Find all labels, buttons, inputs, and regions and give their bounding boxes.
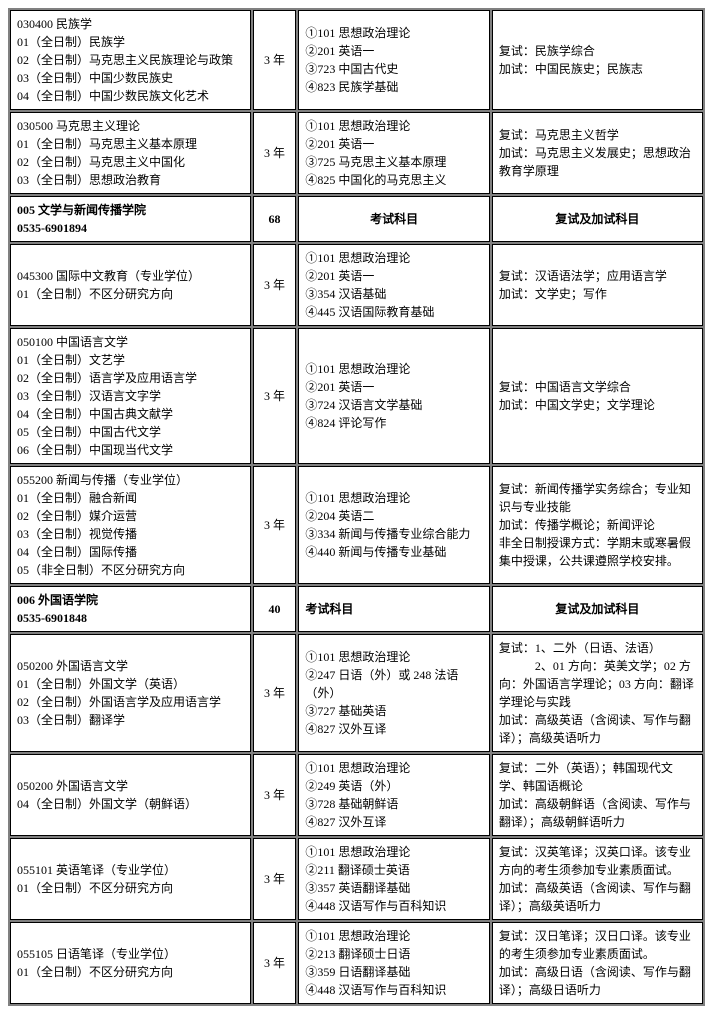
program-table: 030400 民族学01（全日制）民族学02（全日制）马克思主义民族理论与政策0…: [8, 8, 705, 1006]
exam-cell: ①101 思想政治理论②201 英语一③723 中国古代史④823 民族学基础: [298, 10, 489, 110]
program-cell: 030400 民族学01（全日制）民族学02（全日制）马克思主义民族理论与政策0…: [10, 10, 251, 110]
table-row: 050200 外国语言文学01（全日制）外国文学（英语）02（全日制）外国语言学…: [10, 634, 703, 752]
program-cell: 050200 外国语言文学04（全日制）外国文学（朝鲜语）: [10, 754, 251, 836]
table-row: 005 文学与新闻传播学院0535-690189468考试科目复试及加试科目: [10, 196, 703, 242]
exam-cell: ①101 思想政治理论②201 英语一③725 马克思主义基本原理④825 中国…: [298, 112, 489, 194]
quota-header: 68: [253, 196, 297, 242]
retest-cell: 复试：汉日笔译；汉日口译。该专业的考生须参加专业素质面试。加试：高级日语（含阅读…: [492, 922, 703, 1004]
table-row: 045300 国际中文教育（专业学位）01（全日制）不区分研究方向3 年①101…: [10, 244, 703, 326]
exam-cell: ①101 思想政治理论②247 日语（外）或 248 法语（外）③727 基础英…: [298, 634, 489, 752]
exam-cell: ①101 思想政治理论②201 英语一③724 汉语言文学基础④824 评论写作: [298, 328, 489, 464]
retest-cell: 复试：民族学综合加试：中国民族史；民族志: [492, 10, 703, 110]
quota-header: 40: [253, 586, 297, 632]
table-row: 030500 马克思主义理论01（全日制）马克思主义基本原理02（全日制）马克思…: [10, 112, 703, 194]
program-cell: 055101 英语笔译（专业学位）01（全日制）不区分研究方向: [10, 838, 251, 920]
duration-cell: 3 年: [253, 838, 297, 920]
exam-cell: ①101 思想政治理论②204 英语二③334 新闻与传播专业综合能力④440 …: [298, 466, 489, 584]
exam-cell: ①101 思想政治理论②249 英语（外）③728 基础朝鲜语④827 汉外互译: [298, 754, 489, 836]
retest-header: 复试及加试科目: [492, 196, 703, 242]
duration-cell: 3 年: [253, 754, 297, 836]
retest-header: 复试及加试科目: [492, 586, 703, 632]
program-cell: 030500 马克思主义理论01（全日制）马克思主义基本原理02（全日制）马克思…: [10, 112, 251, 194]
retest-cell: 复试：中国语言文学综合加试：中国文学史；文学理论: [492, 328, 703, 464]
duration-cell: 3 年: [253, 922, 297, 1004]
retest-cell: 复试：马克思主义哲学加试：马克思主义发展史；思想政治教育学原理: [492, 112, 703, 194]
table-row: 030400 民族学01（全日制）民族学02（全日制）马克思主义民族理论与政策0…: [10, 10, 703, 110]
table-row: 006 外国语学院0535-690184840考试科目复试及加试科目: [10, 586, 703, 632]
retest-cell: 复试：汉语语法学；应用语言学加试：文学史；写作: [492, 244, 703, 326]
table-row: 050100 中国语言文学01（全日制）文艺学02（全日制）语言学及应用语言学0…: [10, 328, 703, 464]
retest-cell: 复试：汉英笔译；汉英口译。该专业方向的考生须参加专业素质面试。加试：高级英语（含…: [492, 838, 703, 920]
exam-header: 考试科目: [298, 196, 489, 242]
duration-cell: 3 年: [253, 244, 297, 326]
retest-cell: 复试：新闻传播学实务综合；专业知识与专业技能加试：传播学概论；新闻评论非全日制授…: [492, 466, 703, 584]
exam-cell: ①101 思想政治理论②201 英语一③354 汉语基础④445 汉语国际教育基…: [298, 244, 489, 326]
program-cell: 055105 日语笔译（专业学位）01（全日制）不区分研究方向: [10, 922, 251, 1004]
program-cell: 045300 国际中文教育（专业学位）01（全日制）不区分研究方向: [10, 244, 251, 326]
program-cell: 050200 外国语言文学01（全日制）外国文学（英语）02（全日制）外国语言学…: [10, 634, 251, 752]
table-row: 055105 日语笔译（专业学位）01（全日制）不区分研究方向3 年①101 思…: [10, 922, 703, 1004]
exam-header: 考试科目: [298, 586, 489, 632]
duration-cell: 3 年: [253, 634, 297, 752]
dept-header: 005 文学与新闻传播学院0535-6901894: [10, 196, 251, 242]
retest-cell: 复试：1、二外（日语、法语） 2、01 方向：英美文学；02 方向：外国语言学理…: [492, 634, 703, 752]
duration-cell: 3 年: [253, 10, 297, 110]
retest-cell: 复试：二外（英语）；韩国现代文学、韩国语概论加试：高级朝鲜语（含阅读、写作与翻译…: [492, 754, 703, 836]
duration-cell: 3 年: [253, 112, 297, 194]
duration-cell: 3 年: [253, 328, 297, 464]
duration-cell: 3 年: [253, 466, 297, 584]
table-row: 055200 新闻与传播（专业学位）01（全日制）融合新闻02（全日制）媒介运营…: [10, 466, 703, 584]
table-row: 055101 英语笔译（专业学位）01（全日制）不区分研究方向3 年①101 思…: [10, 838, 703, 920]
dept-header: 006 外国语学院0535-6901848: [10, 586, 251, 632]
exam-cell: ①101 思想政治理论②213 翻译硕士日语③359 日语翻译基础④448 汉语…: [298, 922, 489, 1004]
program-cell: 050100 中国语言文学01（全日制）文艺学02（全日制）语言学及应用语言学0…: [10, 328, 251, 464]
exam-cell: ①101 思想政治理论②211 翻译硕士英语③357 英语翻译基础④448 汉语…: [298, 838, 489, 920]
program-cell: 055200 新闻与传播（专业学位）01（全日制）融合新闻02（全日制）媒介运营…: [10, 466, 251, 584]
table-row: 050200 外国语言文学04（全日制）外国文学（朝鲜语）3 年①101 思想政…: [10, 754, 703, 836]
